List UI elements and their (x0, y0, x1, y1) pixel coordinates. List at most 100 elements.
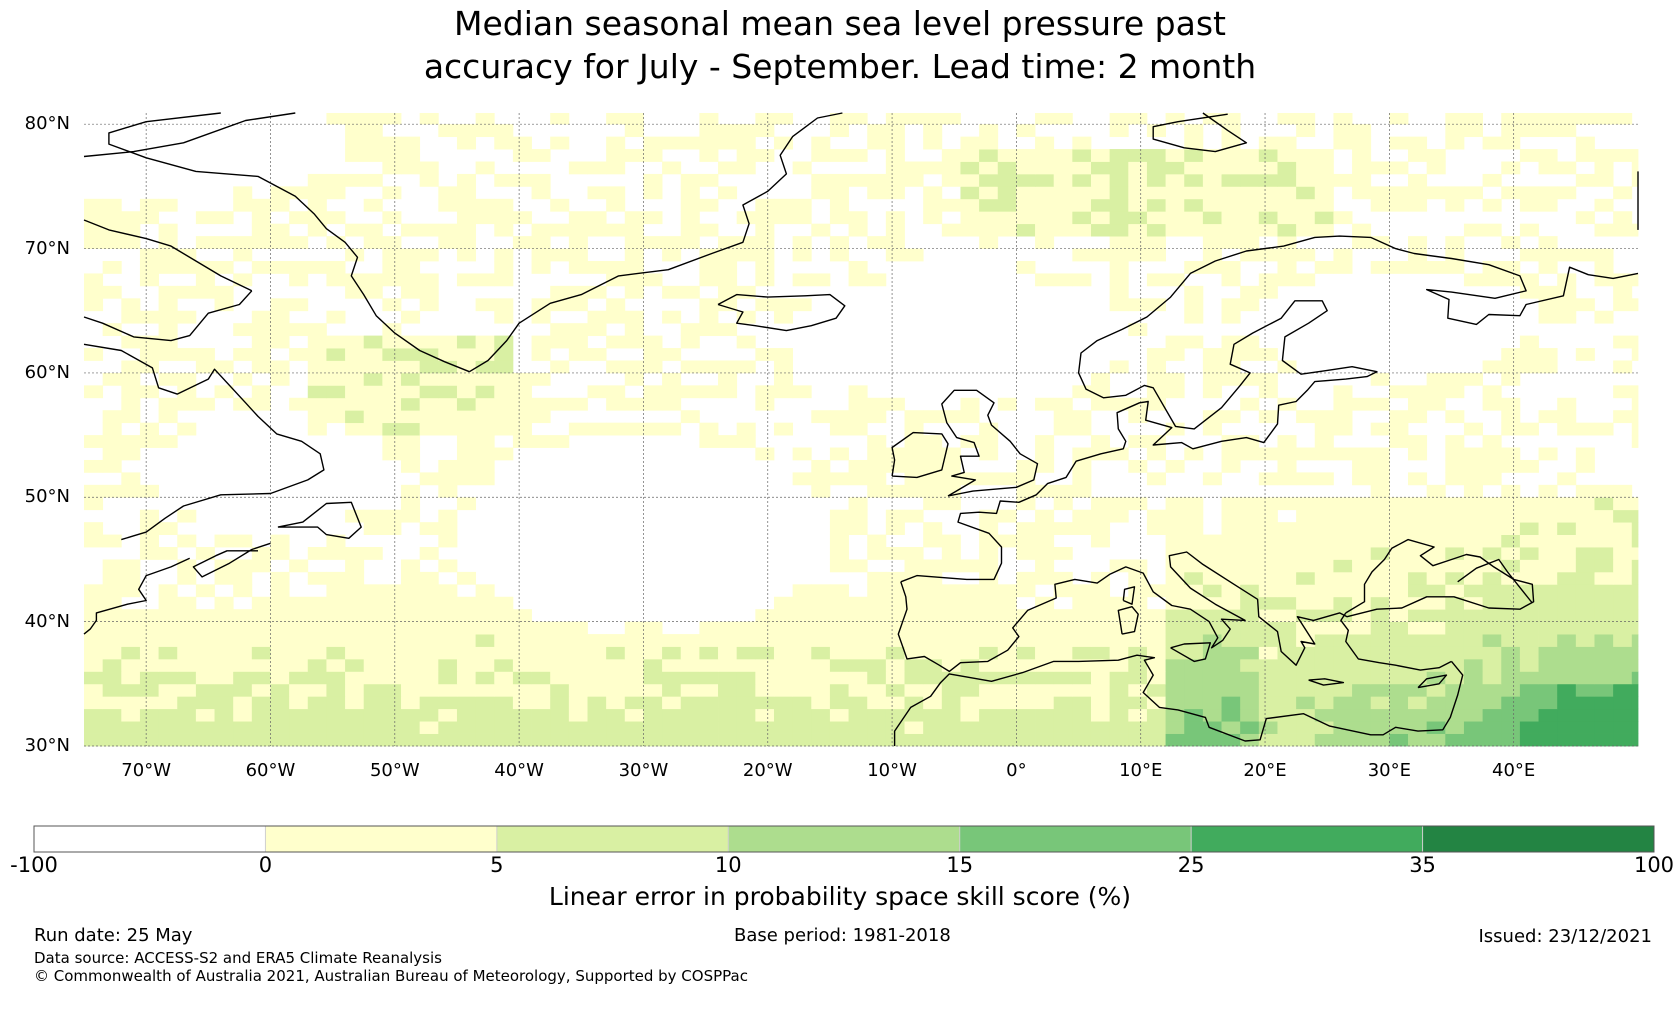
skill-cell (1463, 273, 1483, 287)
skill-cell (1501, 708, 1521, 722)
skill-cell (941, 708, 961, 722)
skill-cell (363, 522, 383, 535)
skill-cell (718, 161, 738, 175)
skill-cell (456, 683, 477, 697)
skill-cell (568, 211, 588, 225)
skill-cell (475, 472, 495, 486)
skill-cell (251, 211, 271, 225)
skill-cell (960, 136, 980, 150)
skill-cell (1501, 360, 1521, 374)
skill-cell (1370, 547, 1390, 560)
skill-cell (941, 149, 961, 162)
skill-cell (792, 198, 812, 212)
skill-cell (1221, 497, 1241, 511)
skill-cell (1408, 658, 1428, 672)
skill-cell (792, 708, 812, 722)
skill-cell (1314, 509, 1334, 523)
skill-cell (512, 708, 532, 722)
skill-cell (1109, 497, 1129, 511)
skill-cell (494, 733, 514, 747)
skill-cell (382, 298, 402, 312)
skill-cell (699, 124, 719, 138)
skill-cell (755, 236, 775, 249)
skill-cell (736, 248, 756, 262)
skill-cell (401, 708, 421, 722)
skill-cell (624, 708, 644, 722)
skill-cell (550, 671, 570, 685)
skill-cell (1277, 186, 1297, 200)
skill-cell (1352, 621, 1372, 635)
skill-cell (1389, 422, 1409, 436)
skill-cell (1296, 571, 1316, 585)
skill-cell (773, 646, 794, 660)
skill-cell (885, 522, 905, 535)
skill-cell (1333, 683, 1353, 697)
skill-cell (345, 733, 365, 747)
skill-cell (438, 522, 458, 535)
skill-cell (158, 323, 178, 337)
skill-cell (1575, 113, 1595, 125)
skill-cell (1445, 522, 1465, 535)
skill-cell (1072, 459, 1092, 473)
skill-cell (84, 609, 104, 623)
skill-cell (531, 173, 551, 187)
skill-cell (289, 273, 309, 287)
skill-cell (363, 360, 383, 374)
skill-cell (1277, 397, 1297, 411)
skill-cell (1538, 186, 1558, 200)
skill-cell (997, 161, 1017, 175)
skill-cell (1184, 509, 1204, 523)
skill-cell (1408, 646, 1428, 660)
skill-cell (475, 671, 495, 685)
skill-cell (84, 596, 104, 610)
skill-cell (1482, 609, 1502, 623)
skill-cell (251, 360, 271, 374)
skill-cell (121, 385, 141, 399)
skill-cell (1463, 484, 1483, 498)
skill-cell (792, 298, 812, 312)
skill-cell (1128, 721, 1148, 734)
skill-cell (326, 186, 346, 200)
skill-cell (1538, 198, 1558, 212)
skill-cell (1426, 149, 1446, 162)
skill-cell (419, 696, 439, 710)
coastline (1170, 642, 1212, 663)
skill-cell (1258, 348, 1278, 361)
skill-cell (1128, 609, 1148, 623)
skill-cell (1445, 634, 1465, 647)
skill-cell (624, 113, 644, 125)
skill-cell (289, 621, 309, 635)
skill-cell (1035, 522, 1055, 535)
skill-cell (1613, 634, 1633, 647)
skill-cell (307, 696, 327, 710)
skill-cell (1575, 634, 1595, 647)
skill-cell (1575, 683, 1595, 697)
skill-cell (345, 360, 365, 374)
skill-cell (326, 310, 346, 324)
skill-cell (811, 149, 831, 162)
skill-cell (550, 360, 570, 374)
skill-cell (1016, 211, 1036, 225)
skill-cell (1370, 472, 1390, 486)
skill-cell (1557, 609, 1577, 623)
skill-cell (1389, 522, 1409, 535)
skill-cell (662, 634, 682, 647)
skill-cell (1482, 223, 1502, 237)
skill-cell (923, 534, 943, 548)
skill-cell (363, 348, 383, 361)
skill-cell (1053, 634, 1073, 647)
skill-cell (1240, 522, 1260, 535)
skill-cell (84, 285, 104, 299)
skill-cell (848, 113, 868, 125)
skill-cell (568, 397, 588, 411)
skill-cell (382, 136, 402, 150)
graticule (84, 113, 1638, 747)
skill-cell (195, 547, 215, 560)
skill-cell (699, 621, 719, 635)
skill-cell (270, 547, 290, 560)
skill-cell (214, 683, 234, 697)
skill-cell (1352, 459, 1372, 473)
skill-cell (1370, 497, 1390, 511)
skill-cell (1575, 298, 1595, 312)
skill-cell (363, 113, 383, 125)
